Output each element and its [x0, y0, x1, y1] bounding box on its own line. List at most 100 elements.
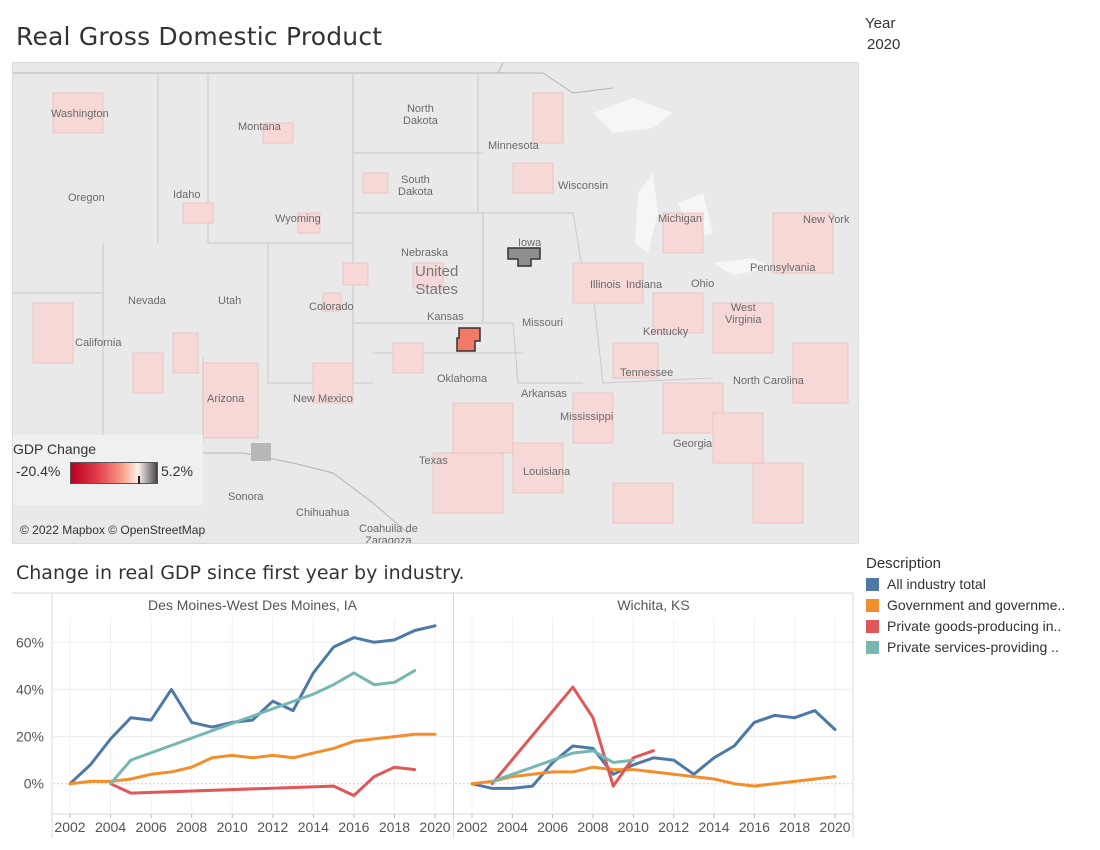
map-label-illinois: Illinois: [590, 279, 621, 291]
map-label-california: California: [75, 337, 122, 349]
x-tick-label: 2004: [497, 819, 528, 835]
legend-swatch: [866, 641, 879, 654]
map-label-colorado: Colorado: [309, 301, 354, 313]
x-tick-label: 2008: [577, 819, 608, 835]
map-label-new-york: New York: [803, 214, 850, 226]
map-label-kansas: Kansas: [427, 311, 464, 323]
x-tick-label: 2006: [136, 819, 167, 835]
x-tick-label: 2016: [338, 819, 369, 835]
map-label-missouri: Missouri: [522, 317, 563, 329]
map-label-tennessee: Tennessee: [620, 367, 674, 379]
map-label-arizona: Arizona: [207, 393, 245, 405]
map-label-louisiana: Louisiana: [523, 466, 571, 478]
legend-item-services[interactable]: Private services-providing ..: [866, 639, 1059, 655]
dashboard-title: Real Gross Domestic Product: [16, 22, 383, 51]
x-tick-label: 2004: [95, 819, 126, 835]
map-label-iowa: Iowa: [518, 237, 542, 249]
map-label-nevada: Nevada: [128, 295, 166, 307]
legend-item-label: All industry total: [887, 576, 986, 592]
map-label-oklahoma: Oklahoma: [437, 373, 488, 385]
map-legend-min: -20.4%: [16, 463, 61, 479]
map-label-oregon: Oregon: [68, 192, 105, 204]
y-tick-label: 40%: [16, 681, 44, 697]
x-tick-label: 2018: [779, 819, 810, 835]
map-label-utah: Utah: [218, 295, 242, 307]
wichita-region: [456, 327, 481, 352]
gdp-map[interactable]: North Dakota Montana Minnesota Washingto…: [12, 62, 859, 544]
y-tick-label: 20%: [16, 729, 44, 745]
x-tick-label: 2018: [379, 819, 410, 835]
map-label-coahuila: Coahuila de Zaragoza: [359, 523, 418, 544]
map-label-arkansas: Arkansas: [521, 388, 567, 400]
series-line: [68, 732, 437, 786]
map-label-mississippi: Mississippi: [560, 411, 614, 423]
legend-item-label: Government and governme..: [887, 597, 1066, 613]
legend-item-label: Private services-providing ..: [887, 639, 1059, 655]
map-legend-marker: [138, 476, 140, 484]
x-tick-label: 2014: [298, 819, 329, 835]
map-label-pennsylvania: Pennsylvania: [750, 262, 816, 274]
lake-erie: [713, 258, 773, 275]
x-tick-label: 2012: [257, 819, 288, 835]
map-label-kentucky: Kentucky: [643, 326, 689, 338]
x-tick-label: 2006: [537, 819, 568, 835]
x-tick-label: 2020: [419, 819, 450, 835]
map-label-wyoming: Wyoming: [275, 213, 321, 225]
legend-swatch: [866, 578, 879, 591]
legend-swatch: [866, 599, 879, 612]
series-line: [490, 749, 635, 783]
map-legend-title: GDP Change: [13, 441, 97, 457]
map-legend-max: 5.2%: [161, 463, 193, 479]
series-line: [470, 765, 837, 788]
map-label-north-dakota: North Dakota: [403, 103, 438, 127]
panel-title: Des Moines-West Des Moines, IA: [148, 597, 358, 613]
map-label-west-virginia: West Virginia: [725, 302, 762, 326]
map-label-new-mexico: New Mexico: [293, 393, 353, 405]
x-tick-label: 2010: [217, 819, 248, 835]
x-tick-label: 2008: [176, 819, 207, 835]
legend-item-goods[interactable]: Private goods-producing in..: [866, 618, 1061, 634]
legend-swatch: [866, 620, 879, 633]
panel-title: Wichita, KS: [617, 597, 689, 613]
map-label-texas: Texas: [419, 455, 448, 467]
x-tick-label: 2012: [658, 819, 689, 835]
lake-superior: [593, 98, 673, 133]
y-tick-label: 0%: [24, 776, 44, 792]
series-line: [470, 709, 837, 790]
lake-michigan: [635, 173, 658, 253]
y-tick-label: 60%: [16, 634, 44, 650]
map-label-nebraska: Nebraska: [401, 247, 449, 259]
legend-item-all-industry[interactable]: All industry total: [866, 576, 986, 592]
series-line: [109, 669, 417, 786]
year-filter-value[interactable]: 2020: [867, 36, 901, 53]
legend-item-government[interactable]: Government and governme..: [866, 597, 1065, 613]
x-tick-label: 2010: [618, 819, 649, 835]
map-legend-color-ramp: [70, 462, 158, 484]
x-tick-label: 2002: [54, 819, 85, 835]
map-label-south-dakota: South Dakota: [398, 174, 433, 198]
map-label-idaho: Idaho: [173, 189, 201, 201]
map-label-georgia: Georgia: [673, 438, 713, 450]
x-tick-label: 2020: [819, 819, 850, 835]
x-tick-label: 2014: [698, 819, 729, 835]
map-label-chihuahua: Chihuahua: [296, 507, 350, 519]
legend-item-label: Private goods-producing in..: [887, 618, 1062, 634]
chart-title: Change in real GDP since first year by i…: [16, 562, 465, 584]
map-label-wisconsin: Wisconsin: [558, 180, 609, 192]
map-label-north-carolina: North Carolina: [733, 375, 804, 387]
map-label-minnesota: Minnesota: [488, 140, 539, 152]
map-label-washington: Washington: [51, 108, 109, 120]
series-line: [68, 624, 437, 786]
map-label-united-states: United States: [415, 263, 459, 298]
x-tick-label: 2002: [456, 819, 487, 835]
year-filter-label: Year: [865, 15, 896, 32]
map-label-ohio: Ohio: [691, 278, 715, 290]
legend-title: Description: [866, 555, 942, 572]
map-attribution[interactable]: © 2022 Mapbox © OpenStreetMap: [20, 523, 206, 537]
county-shapes: [32, 92, 849, 524]
map-label-michigan: Michigan: [658, 213, 703, 225]
series-line: [490, 685, 655, 788]
series-line: [109, 765, 417, 797]
des-moines-region: [507, 247, 541, 267]
